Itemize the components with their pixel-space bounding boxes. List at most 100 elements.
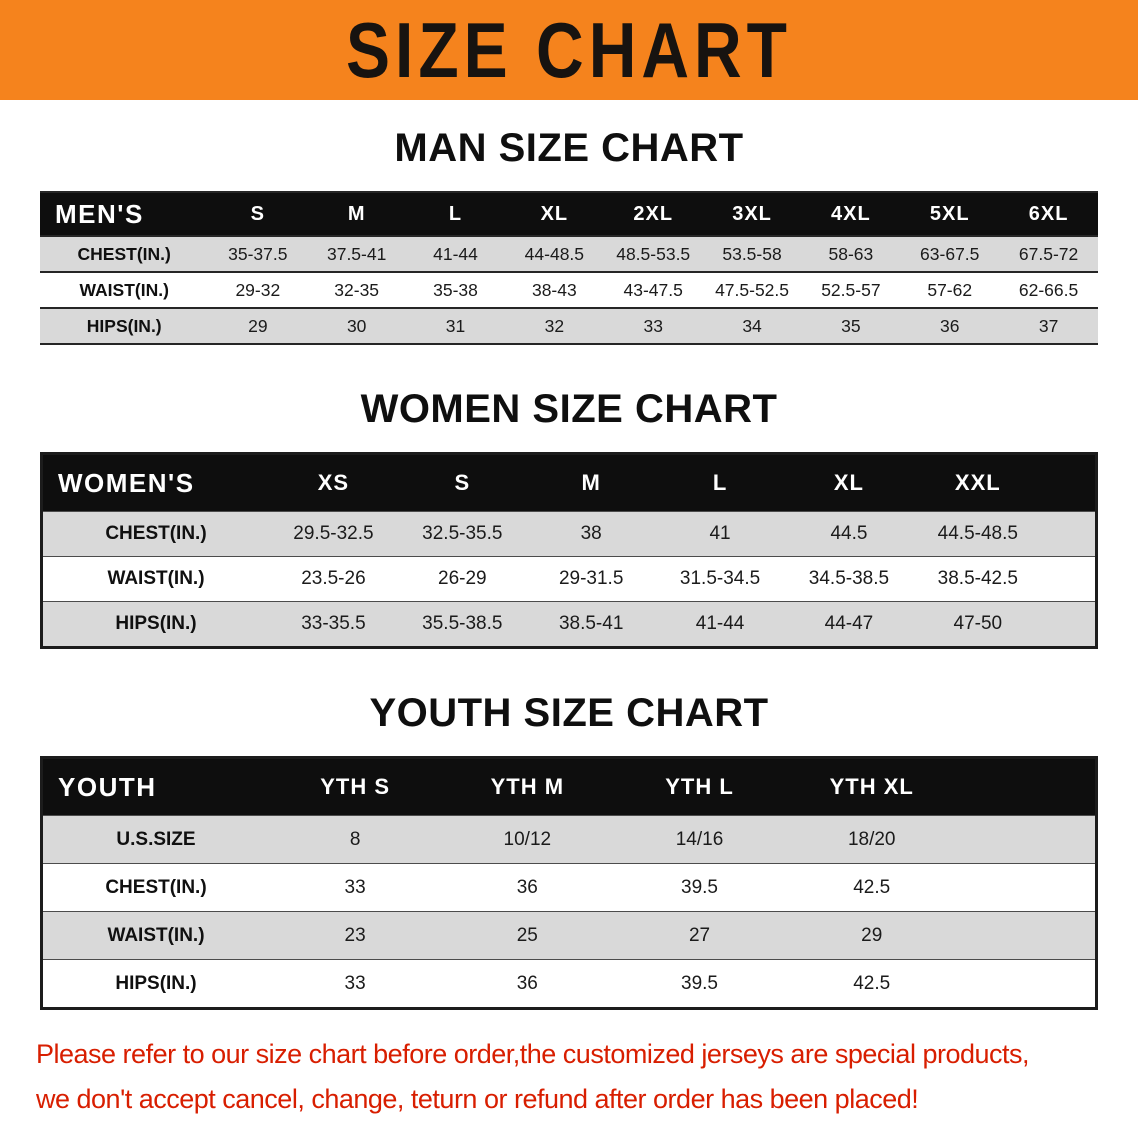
size-value-cell: 53.5-58 [702, 236, 802, 273]
size-value-cell: 41-44 [655, 601, 785, 648]
size-value-cell: 29-31.5 [526, 556, 656, 602]
size-value-cell: 29.5-32.5 [269, 511, 398, 557]
size-value-cell: 27 [613, 911, 786, 960]
table-row: WAIST(IN.) 23.5-26 26-29 29-31.5 31.5-34.5 34… [41, 556, 1097, 602]
size-value-cell: 31.5-34.5 [655, 556, 785, 602]
size-value-cell: 35-37.5 [208, 236, 308, 273]
table-header-row: WOMEN'S XS S M L XL XXL [41, 453, 1097, 512]
table-row: HIPS(IN.) 29 30 31 32 33 34 35 36 37 [40, 308, 1098, 345]
size-value-cell: 32-35 [307, 272, 407, 309]
row-label-cell: CHEST(IN.) [41, 511, 269, 557]
size-value-cell: 35-38 [406, 272, 505, 309]
size-column-header: 5XL [900, 192, 1000, 237]
women-table-wrap: WOMEN'S XS S M L XL XXL CHEST(IN.) 29.5-32.5 32.5… [40, 452, 1098, 649]
size-column-header: 2XL [603, 192, 703, 237]
size-value-cell: 44.5-48.5 [913, 511, 1043, 557]
size-value-cell: 44-47 [784, 601, 914, 648]
table-title-cell: WOMEN'S [41, 453, 269, 512]
banner-title: SIZE CHART [346, 6, 792, 94]
spacer-cell [957, 863, 1097, 912]
row-label-cell: U.S.SIZE [41, 815, 269, 864]
size-value-cell: 23.5-26 [269, 556, 398, 602]
row-label-cell: WAIST(IN.) [41, 911, 269, 960]
section-title-women: WOMEN SIZE CHART [360, 387, 778, 431]
size-value-cell: 10/12 [441, 815, 614, 864]
size-value-cell: 48.5-53.5 [603, 236, 703, 273]
row-label-cell: HIPS(IN.) [41, 601, 269, 648]
size-column-header: YTH M [441, 757, 614, 816]
size-value-cell: 37.5-41 [307, 236, 407, 273]
men-size-table: MEN'S S M L XL 2XL 3XL 4XL 5XL 6XL CHEST(IN.) 35-37… [40, 191, 1098, 345]
size-value-cell: 38.5-41 [526, 601, 656, 648]
size-value-cell: 33 [269, 959, 442, 1009]
table-row: HIPS(IN.) 33-35.5 35.5-38.5 38.5-41 41-44 44-… [41, 601, 1097, 648]
size-value-cell: 62-66.5 [999, 272, 1098, 309]
table-header-row: MEN'S S M L XL 2XL 3XL 4XL 5XL 6XL [40, 192, 1098, 237]
spacer-cell [1042, 511, 1097, 557]
size-value-cell: 14/16 [613, 815, 786, 864]
size-value-cell: 38-43 [504, 272, 604, 309]
size-column-header: 4XL [801, 192, 901, 237]
spacer-cell [1042, 453, 1097, 512]
row-label-cell: HIPS(IN.) [41, 959, 269, 1009]
table-title-cell: YOUTH [41, 757, 269, 816]
spacer-cell [957, 911, 1097, 960]
size-column-header: XL [504, 192, 604, 237]
size-value-cell: 34 [702, 308, 802, 345]
table-header-row: YOUTH YTH S YTH M YTH L YTH XL [41, 757, 1097, 816]
size-value-cell: 38.5-42.5 [913, 556, 1043, 602]
size-value-cell: 23 [269, 911, 442, 960]
size-column-header: XS [269, 453, 398, 512]
size-column-header: YTH XL [785, 757, 958, 816]
size-value-cell: 43-47.5 [603, 272, 703, 309]
size-value-cell: 39.5 [613, 863, 786, 912]
size-value-cell: 47.5-52.5 [702, 272, 802, 309]
size-value-cell: 26-29 [397, 556, 527, 602]
spacer-cell [957, 815, 1097, 864]
table-row: U.S.SIZE 8 10/12 14/16 18/20 [41, 815, 1097, 864]
size-value-cell: 47-50 [913, 601, 1043, 648]
women-size-table: WOMEN'S XS S M L XL XXL CHEST(IN.) 29.5-32.5 32.5… [40, 452, 1098, 649]
size-value-cell: 29 [785, 911, 958, 960]
size-column-header: 3XL [702, 192, 802, 237]
table-row: CHEST(IN.) 29.5-32.5 32.5-35.5 38 41 44.5 44.5… [41, 511, 1097, 557]
size-value-cell: 63-67.5 [900, 236, 1000, 273]
size-value-cell: 30 [307, 308, 407, 345]
size-column-header: S [397, 453, 527, 512]
size-value-cell: 36 [900, 308, 1000, 345]
size-value-cell: 35 [801, 308, 901, 345]
youth-size-table: YOUTH YTH S YTH M YTH L YTH XL U.S.SIZE 8 10/12… [40, 756, 1098, 1010]
size-value-cell: 29 [208, 308, 308, 345]
size-value-cell: 41-44 [406, 236, 505, 273]
size-column-header: YTH L [613, 757, 786, 816]
size-value-cell: 42.5 [785, 959, 958, 1009]
disclaimer-line-1: Please refer to our size chart before or… [36, 1039, 1030, 1069]
row-label-cell: WAIST(IN.) [41, 556, 269, 602]
size-value-cell: 33 [603, 308, 703, 345]
size-column-header: M [307, 192, 407, 237]
size-value-cell: 58-63 [801, 236, 901, 273]
size-value-cell: 8 [269, 815, 442, 864]
size-value-cell: 36 [441, 863, 614, 912]
size-value-cell: 25 [441, 911, 614, 960]
size-value-cell: 34.5-38.5 [784, 556, 914, 602]
disclaimer-line-2: we don't accept cancel, change, teturn o… [36, 1083, 919, 1114]
size-value-cell: 39.5 [613, 959, 786, 1009]
size-column-header: L [655, 453, 785, 512]
size-value-cell: 38 [526, 511, 656, 557]
table-row: WAIST(IN.) 29-32 32-35 35-38 38-43 43-47.5 47.… [40, 272, 1098, 309]
size-value-cell: 42.5 [785, 863, 958, 912]
size-column-header: L [406, 192, 505, 237]
size-value-cell: 29-32 [208, 272, 308, 309]
size-column-header: XXL [913, 453, 1043, 512]
size-value-cell: 32 [504, 308, 604, 345]
size-value-cell: 31 [406, 308, 505, 345]
men-table-wrap: MEN'S S M L XL 2XL 3XL 4XL 5XL 6XL CHEST(IN.) 35-37… [40, 191, 1098, 345]
size-value-cell: 67.5-72 [999, 236, 1098, 273]
table-title-cell: MEN'S [40, 192, 209, 237]
table-row: WAIST(IN.) 23 25 27 29 [41, 911, 1097, 960]
table-row: HIPS(IN.) 33 36 39.5 42.5 [41, 959, 1097, 1009]
spacer-cell [1042, 601, 1097, 648]
row-label-cell: HIPS(IN.) [40, 308, 209, 345]
